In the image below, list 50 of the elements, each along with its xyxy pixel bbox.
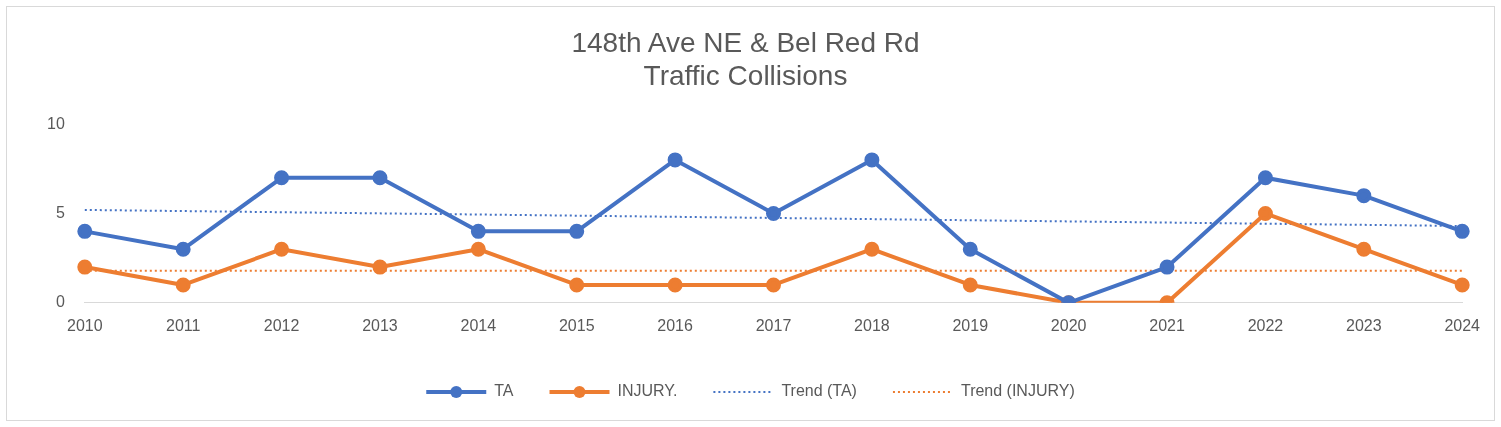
point	[667, 152, 683, 168]
x-tick-label: 2020	[1050, 316, 1087, 334]
x-tick-label: 2010	[67, 316, 103, 334]
x-tick-label: 2012	[263, 316, 300, 334]
point	[962, 241, 978, 257]
x-tick-label: 2019	[952, 316, 989, 334]
point	[1159, 259, 1175, 275]
x-tick-label: 2014	[460, 316, 497, 334]
point	[372, 170, 388, 186]
point	[77, 259, 93, 275]
point	[569, 277, 585, 293]
x-tick-label: 2021	[1149, 316, 1185, 334]
y-tick-label: 10	[47, 114, 65, 132]
point	[1257, 206, 1273, 221]
point	[766, 277, 781, 293]
point	[1356, 188, 1372, 204]
point	[864, 241, 880, 257]
x-tick-label: 2023	[1346, 316, 1382, 334]
x-tick-label: 2017	[755, 316, 792, 334]
point	[274, 241, 290, 257]
y-tick-label: 0	[55, 293, 65, 311]
x-tick-label: 2013	[362, 316, 398, 334]
point	[175, 241, 191, 257]
point	[766, 206, 781, 221]
point	[372, 259, 388, 275]
legend-label: Trend (TA)	[781, 382, 857, 400]
x-tick-label: 2022	[1247, 316, 1284, 334]
point	[1454, 223, 1470, 239]
x-tick-label: 2018	[854, 316, 890, 334]
point	[864, 152, 880, 168]
point	[1356, 241, 1372, 257]
x-tick-label: 2015	[558, 316, 595, 334]
point	[667, 277, 683, 293]
point	[569, 223, 585, 239]
legend-label: Trend (INJURY)	[960, 382, 1075, 400]
x-tick-label: 2011	[165, 316, 201, 334]
legend-label: INJURY.	[617, 382, 678, 400]
point	[1454, 277, 1470, 293]
point	[470, 241, 486, 257]
legend-label: TA	[494, 382, 514, 400]
point	[77, 223, 93, 239]
point	[962, 277, 978, 293]
point	[470, 223, 486, 239]
point	[175, 277, 191, 293]
chart-title: 148th Ave NE & Bel Red Rd Traffic Collisions	[571, 26, 920, 92]
x-tick-label: 2016	[657, 316, 694, 334]
y-tick-label: 5	[55, 203, 65, 221]
x-tick-label: 2024	[1444, 316, 1481, 334]
point	[1257, 170, 1273, 186]
point	[274, 170, 290, 186]
